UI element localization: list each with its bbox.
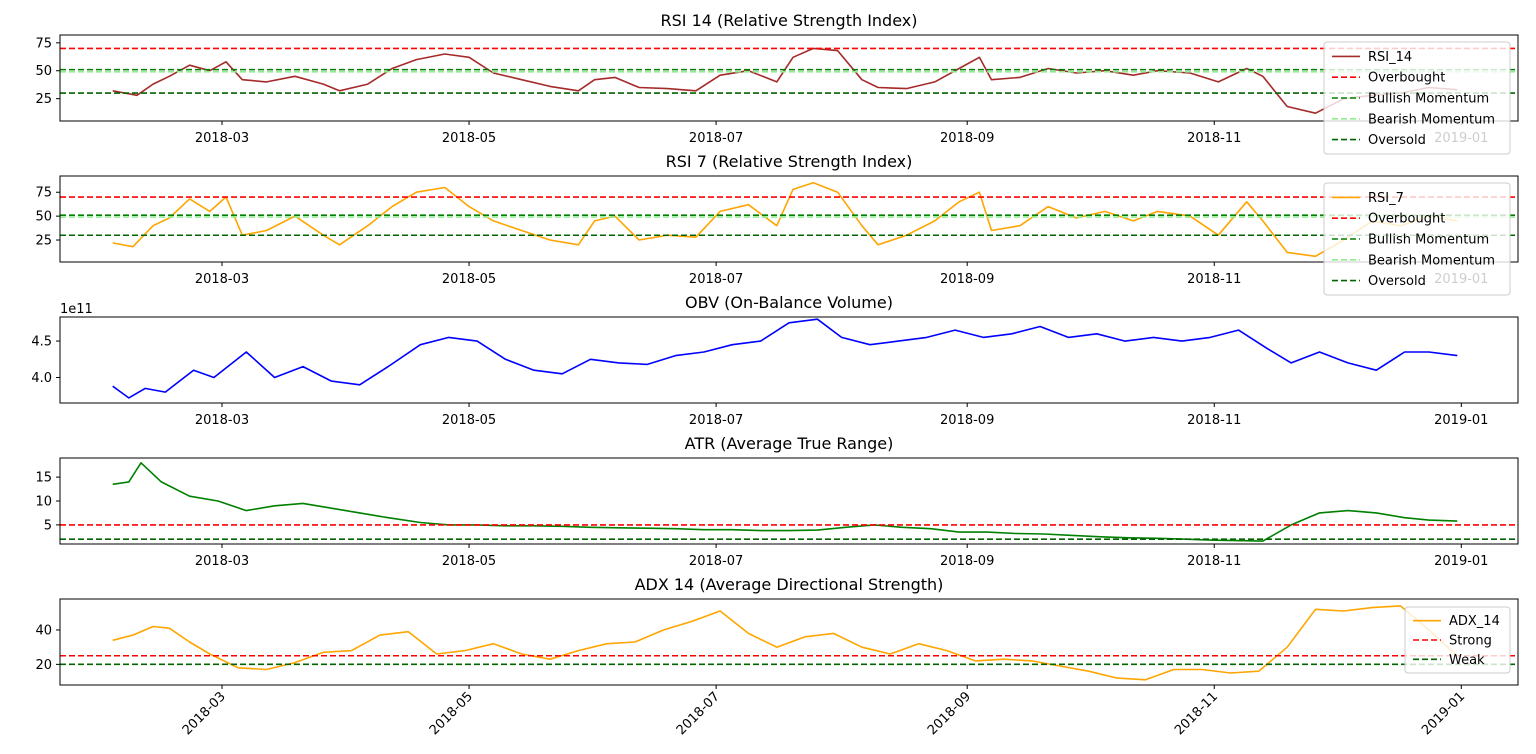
y-tick-label: 20 — [35, 658, 52, 673]
legend-box — [1323, 182, 1511, 296]
x-tick-label: 2018-07 — [689, 413, 743, 428]
x-tick-label: 2018-03 — [195, 413, 249, 428]
chart-panel-4: ATR (Average True Range) 5 10 15 2018-03 2018… — [35, 434, 1519, 569]
axes-frame — [59, 175, 1519, 263]
legend-entry: Bearish Momentum — [1368, 253, 1495, 268]
y-tick-label: 75 — [35, 36, 52, 51]
legend-entry: RSI_7 — [1368, 191, 1404, 206]
x-tick-label: 2018-09 — [940, 554, 994, 569]
y-tick-label: 25 — [35, 92, 52, 107]
axes-frame — [59, 34, 1519, 122]
x-tick-label: 2018-03 — [195, 272, 249, 287]
y-tick-label: 25 — [35, 234, 52, 249]
series-line-0 — [112, 318, 1458, 399]
x-tick-label: 2018-05 — [442, 131, 496, 146]
y-tick-label: 50 — [35, 210, 52, 225]
x-tick-label: 2018-03 — [180, 689, 229, 738]
x-tick-label: 2018-09 — [940, 272, 994, 287]
legend-entry: Overbought — [1368, 212, 1445, 227]
chart-title: RSI 7 (Relative Strength Index) — [666, 152, 913, 171]
series-rsi-14 — [112, 47, 1458, 114]
x-tick-label: 2018-07 — [674, 689, 723, 738]
legend: RSI_7 Overbought Bullish Momentum Bearish M… — [1323, 182, 1511, 296]
x-tick-label: 2018-09 — [940, 413, 994, 428]
x-tick-label: 2019-01 — [1434, 413, 1488, 428]
legend-entry: Overbought — [1368, 71, 1445, 86]
legend-entry: ADX_14 — [1449, 614, 1500, 629]
x-tick-label: 2018-11 — [1187, 554, 1241, 569]
series-rsi-7 — [112, 181, 1458, 258]
x-tick-label: 2018-09 — [925, 689, 974, 738]
series-line-0 — [112, 461, 1458, 542]
series-adx-14 — [112, 605, 1458, 681]
y-tick-label: 4.0 — [31, 371, 52, 386]
x-tick-label: 2018-05 — [427, 689, 476, 738]
legend-entry: Bullish Momentum — [1368, 233, 1489, 248]
chart-title: ADX 14 (Average Directional Strength) — [635, 575, 944, 594]
axes-frame — [59, 598, 1519, 686]
chart-title: OBV (On-Balance Volume) — [685, 293, 893, 312]
x-tick-label: 2018-07 — [689, 272, 743, 287]
legend: ADX_14 Strong Weak — [1404, 606, 1511, 674]
chart-panel-2: RSI 7 (Relative Strength Index) 25 50 75 201… — [35, 152, 1519, 296]
legend-entry: Oversold — [1368, 274, 1426, 289]
y-tick-label: 4.5 — [31, 335, 52, 350]
x-tick-label: 2018-07 — [689, 131, 743, 146]
chart-title: ATR (Average True Range) — [685, 434, 894, 453]
y-tick-label: 50 — [35, 64, 52, 79]
y-tick-label: 10 — [35, 495, 52, 510]
x-tick-label: 2019-01 — [1434, 554, 1488, 569]
legend-box — [1323, 41, 1511, 155]
chart-panel-1: RSI 14 (Relative Strength Index) 25 50 75 20… — [35, 11, 1519, 155]
legend-entry: Weak — [1449, 653, 1485, 668]
chart-panel-3: OBV (On-Balance Volume) 4.0 4.5 2018-03 2018… — [31, 293, 1519, 428]
x-tick-label: 2019-01 — [1419, 689, 1468, 738]
legend: RSI_14 Overbought Bullish Momentum Bearish … — [1323, 41, 1511, 155]
x-tick-label: 2018-03 — [195, 554, 249, 569]
chart-panel-5: ADX 14 (Average Directional Strength) 20 4… — [35, 575, 1519, 738]
chart-title: RSI 14 (Relative Strength Index) — [661, 11, 918, 30]
x-tick-label: 2018-11 — [1187, 272, 1241, 287]
x-tick-label: 2018-11 — [1187, 413, 1241, 428]
x-tick-label: 2018-05 — [442, 272, 496, 287]
legend-box — [1404, 606, 1511, 674]
axes-frame — [59, 316, 1519, 404]
legend-entry: Oversold — [1368, 133, 1426, 148]
x-tick-label: 2018-11 — [1187, 131, 1241, 146]
legend-entry: RSI_14 — [1368, 50, 1412, 65]
y-tick-label: 40 — [35, 623, 52, 638]
x-tick-label: 2018-11 — [1172, 689, 1221, 738]
axis-offset-label: 1e11 — [60, 302, 93, 317]
x-tick-label: 2018-07 — [689, 554, 743, 569]
y-tick-label: 5 — [44, 518, 52, 533]
x-tick-label: 2018-09 — [940, 131, 994, 146]
x-tick-label: 2018-05 — [442, 413, 496, 428]
x-tick-label: 2018-03 — [195, 131, 249, 146]
legend-entry: Bullish Momentum — [1368, 92, 1489, 107]
legend-entry: Strong — [1449, 634, 1492, 649]
y-tick-label: 15 — [35, 471, 52, 486]
x-tick-label: 2018-05 — [442, 554, 496, 569]
legend-entry: Bearish Momentum — [1368, 112, 1495, 127]
y-tick-label: 75 — [35, 186, 52, 201]
